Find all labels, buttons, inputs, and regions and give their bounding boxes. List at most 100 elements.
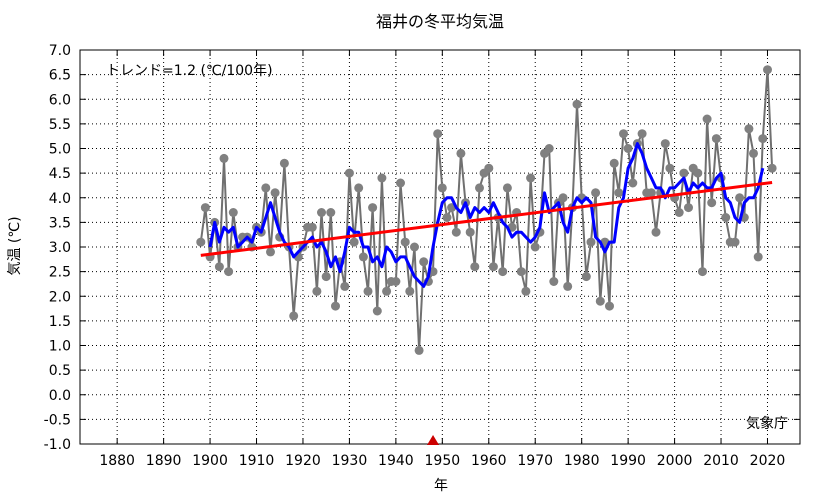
annual-point: [763, 65, 772, 75]
annual-point: [753, 252, 763, 262]
annual-point: [521, 286, 531, 296]
x-tick-label: 1990: [610, 453, 646, 469]
annual-point: [674, 208, 684, 217]
chart-title: 福井の冬平均気温: [376, 12, 504, 31]
x-axis: 1880 1890 1900 1910 1920 1930 1940 1950 1960 1970…: [99, 50, 785, 469]
annual-point: [317, 208, 326, 217]
annual-point: [767, 163, 777, 173]
annual-point: [456, 148, 466, 158]
annual-point: [549, 277, 559, 286]
annual-point: [414, 345, 424, 355]
annual-point: [224, 267, 234, 277]
annual-point: [646, 188, 656, 198]
x-tick-label: 1980: [564, 453, 600, 469]
annual-point: [358, 252, 368, 262]
x-tick-label: 1890: [146, 453, 182, 469]
y-axis-title: 気温 (℃): [7, 216, 23, 275]
annual-point: [563, 281, 573, 291]
annual-point: [707, 198, 717, 208]
annual-point: [312, 286, 322, 296]
annual-point: [544, 144, 554, 153]
annual-point: [196, 237, 206, 247]
annual-point: [665, 163, 675, 173]
annual-point: [730, 237, 740, 247]
moving-average-line: [208, 142, 765, 288]
annual-point: [279, 158, 289, 168]
x-tick-label: 1930: [332, 453, 368, 469]
y-tick-label: 1.0: [49, 339, 71, 355]
station-change-marker: [427, 435, 440, 445]
annual-point: [735, 193, 745, 203]
y-tick-label: 0.0: [49, 388, 71, 404]
source-label: 気象庁: [746, 416, 788, 432]
annual-point: [321, 272, 331, 282]
annual-point: [382, 286, 392, 296]
y-tick-label: -0.5: [44, 412, 71, 428]
grid: [80, 49, 800, 445]
y-tick-label: 4.5: [49, 166, 71, 182]
annual-point: [377, 173, 387, 183]
annual-point: [484, 163, 494, 173]
y-tick-label: 3.0: [49, 240, 71, 256]
trend-line: [200, 181, 773, 257]
annual-point: [488, 262, 498, 272]
y-tick-label: 6.5: [49, 68, 71, 84]
y-tick-label: 6.0: [49, 92, 71, 108]
y-tick-label: 7.0: [49, 43, 71, 59]
y-tick-label: 2.5: [49, 265, 71, 281]
annual-point: [623, 144, 633, 153]
annual-point: [437, 183, 447, 193]
annual-point: [711, 134, 721, 144]
annual-point: [219, 153, 229, 163]
annual-point: [451, 227, 461, 237]
annual-point: [591, 188, 601, 198]
x-tick-label: 1900: [192, 453, 228, 469]
x-tick-label: 1940: [378, 453, 414, 469]
y-tick-label: 3.5: [49, 215, 71, 231]
annual-point: [344, 168, 354, 178]
annual-point: [442, 213, 452, 222]
annual-point: [758, 134, 768, 144]
y-tick-label: 1.5: [49, 314, 71, 330]
annual-point: [586, 237, 596, 247]
annual-point: [702, 114, 712, 124]
annual-point: [744, 124, 754, 134]
annual-point: [475, 183, 484, 193]
annual-point: [558, 193, 568, 203]
annual-point: [363, 286, 373, 296]
annual-point: [614, 188, 624, 198]
annual-point: [372, 306, 382, 316]
annual-point: [581, 272, 591, 282]
annual-point: [340, 281, 350, 291]
x-axis-title: 年: [434, 478, 448, 494]
annual-point: [749, 148, 758, 158]
annual-point: [465, 227, 475, 237]
annual-point: [498, 267, 508, 277]
x-tick-label: 2010: [703, 453, 739, 469]
annual-point: [261, 183, 271, 193]
annual-point: [572, 99, 582, 109]
annual-point: [307, 222, 317, 232]
annual-point: [651, 227, 661, 237]
annual-point: [331, 301, 340, 311]
annual-point: [270, 188, 280, 198]
annual-point: [289, 311, 299, 321]
x-tick-label: 1920: [285, 453, 321, 469]
trend-label: トレンド=1.2 (℃/100年): [106, 63, 273, 79]
annual-point: [433, 129, 443, 139]
annual-point: [693, 168, 703, 178]
annual-point: [405, 286, 415, 296]
annual-point: [400, 237, 410, 247]
annual-point: [595, 296, 605, 306]
annual-point: [698, 267, 707, 277]
annual-point: [502, 183, 512, 193]
annual-point: [368, 203, 378, 213]
y-tick-label: -1.0: [44, 437, 71, 453]
y-tick-label: 5.0: [49, 142, 71, 158]
annual-point: [354, 183, 364, 193]
annual-point: [349, 237, 359, 247]
annual-point: [526, 173, 536, 183]
annual-point: [410, 242, 419, 252]
y-tick-label: 0.5: [49, 363, 71, 379]
annual-point: [530, 242, 540, 252]
